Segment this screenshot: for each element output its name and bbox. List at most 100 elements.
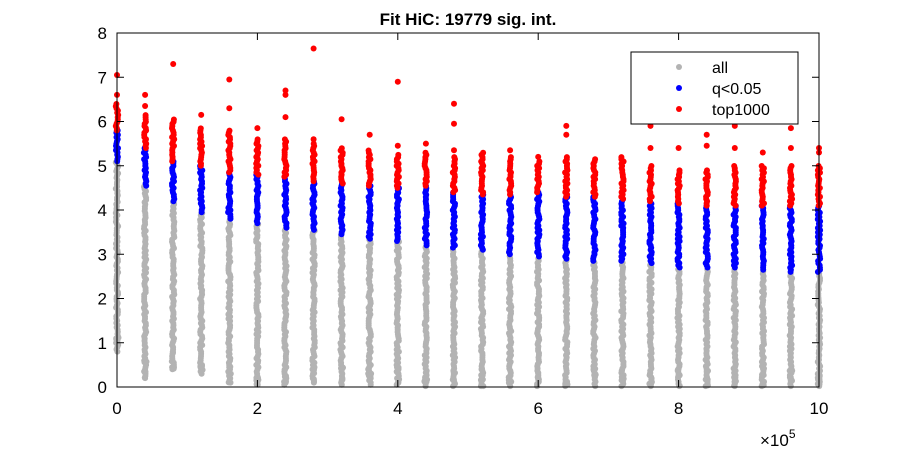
point-top-outlier (703, 131, 710, 138)
axes: 0 2 4 6 8 10 0 1 2 3 4 5 6 7 8 (98, 24, 829, 418)
x-tick-label: 8 (674, 399, 683, 418)
point-top-outlier (366, 131, 373, 138)
point-all (674, 366, 681, 373)
point-top-outlier (787, 145, 794, 151)
point-top-outlier (282, 91, 289, 98)
point-top (480, 149, 487, 156)
legend-label-q: q<0.05 (712, 81, 761, 98)
point-top (451, 154, 458, 161)
point-all (422, 369, 429, 376)
legend-marker-top (676, 106, 682, 112)
point-all (113, 339, 120, 346)
point-all (395, 364, 402, 371)
point-all (423, 378, 430, 385)
point-all (170, 349, 176, 356)
point-all (480, 383, 487, 390)
point-top (618, 154, 625, 161)
point-top (704, 167, 710, 174)
point-all (759, 371, 765, 378)
point-all (618, 374, 625, 380)
point-top (142, 112, 149, 119)
data-points (112, 45, 824, 390)
point-top (254, 136, 261, 143)
point-top-outlier (226, 105, 233, 112)
point-top-outlier (507, 147, 514, 154)
y-tick-label: 2 (98, 290, 107, 309)
y-tick-label: 4 (98, 201, 107, 220)
point-top-outlier (647, 145, 654, 151)
point-top (536, 158, 543, 165)
legend-marker-q (676, 85, 682, 91)
legend-label-top: top1000 (712, 102, 770, 119)
point-all (394, 369, 401, 376)
point-top-outlier (338, 116, 345, 123)
point-top-outlier (675, 145, 682, 151)
point-top-outlier (142, 91, 149, 98)
point-top-outlier (282, 87, 289, 94)
point-top (395, 151, 402, 158)
point-all (311, 378, 317, 385)
point-all (339, 376, 346, 383)
point-all (705, 367, 711, 374)
y-tick-label: 1 (98, 334, 107, 353)
point-all (366, 377, 373, 384)
point-top-outlier (563, 131, 570, 138)
point-all (534, 381, 541, 388)
point-all (477, 377, 484, 383)
point-all (676, 382, 683, 389)
y-tick-label: 0 (98, 378, 107, 397)
point-all (227, 363, 234, 370)
point-top (676, 167, 683, 174)
point-all (253, 381, 260, 388)
point-all (760, 365, 766, 372)
point-all (281, 373, 288, 380)
point-top (788, 163, 795, 169)
point-all (507, 372, 514, 379)
point-all (646, 380, 653, 387)
point-all (479, 372, 486, 379)
point-top (422, 149, 429, 156)
point-all (115, 334, 122, 341)
y-tick-label: 6 (98, 113, 107, 132)
point-all (311, 366, 317, 373)
x-tick-label: 2 (253, 399, 262, 418)
point-all (168, 358, 175, 365)
point-all (562, 381, 569, 388)
y-tick-label: 7 (98, 68, 107, 87)
point-all (281, 378, 288, 385)
x-tick-label: 6 (533, 399, 542, 418)
point-top (281, 136, 288, 143)
point-top (310, 140, 317, 147)
point-all (704, 379, 711, 385)
point-top-outlier (451, 120, 457, 127)
point-top-outlier (170, 61, 177, 67)
point-top-outlier (759, 149, 766, 156)
point-all (648, 375, 655, 382)
point-all (338, 365, 345, 372)
point-top (197, 125, 204, 132)
point-all (478, 366, 485, 373)
point-top-outlier (198, 111, 205, 118)
point-top (758, 163, 765, 169)
point-all (141, 374, 148, 381)
point-all (647, 370, 653, 377)
point-top-outlier (731, 145, 738, 151)
point-top-outlier (310, 136, 317, 143)
point-all (365, 366, 372, 373)
point-all (451, 380, 458, 387)
point-all (814, 370, 821, 377)
point-top (170, 116, 177, 123)
point-top (113, 101, 120, 107)
point-all (199, 362, 205, 369)
chart-title: Fit HiC: 19779 sig. int. (380, 10, 557, 29)
point-top-outlier (142, 103, 149, 109)
point-top (731, 163, 738, 169)
point-all (592, 365, 599, 372)
point-top-outlier (394, 142, 401, 149)
point-top-outlier (563, 122, 570, 129)
legend: all q<0.05 top1000 (630, 51, 799, 125)
point-all (450, 367, 457, 374)
point-all (141, 359, 148, 366)
point-all (226, 376, 233, 383)
